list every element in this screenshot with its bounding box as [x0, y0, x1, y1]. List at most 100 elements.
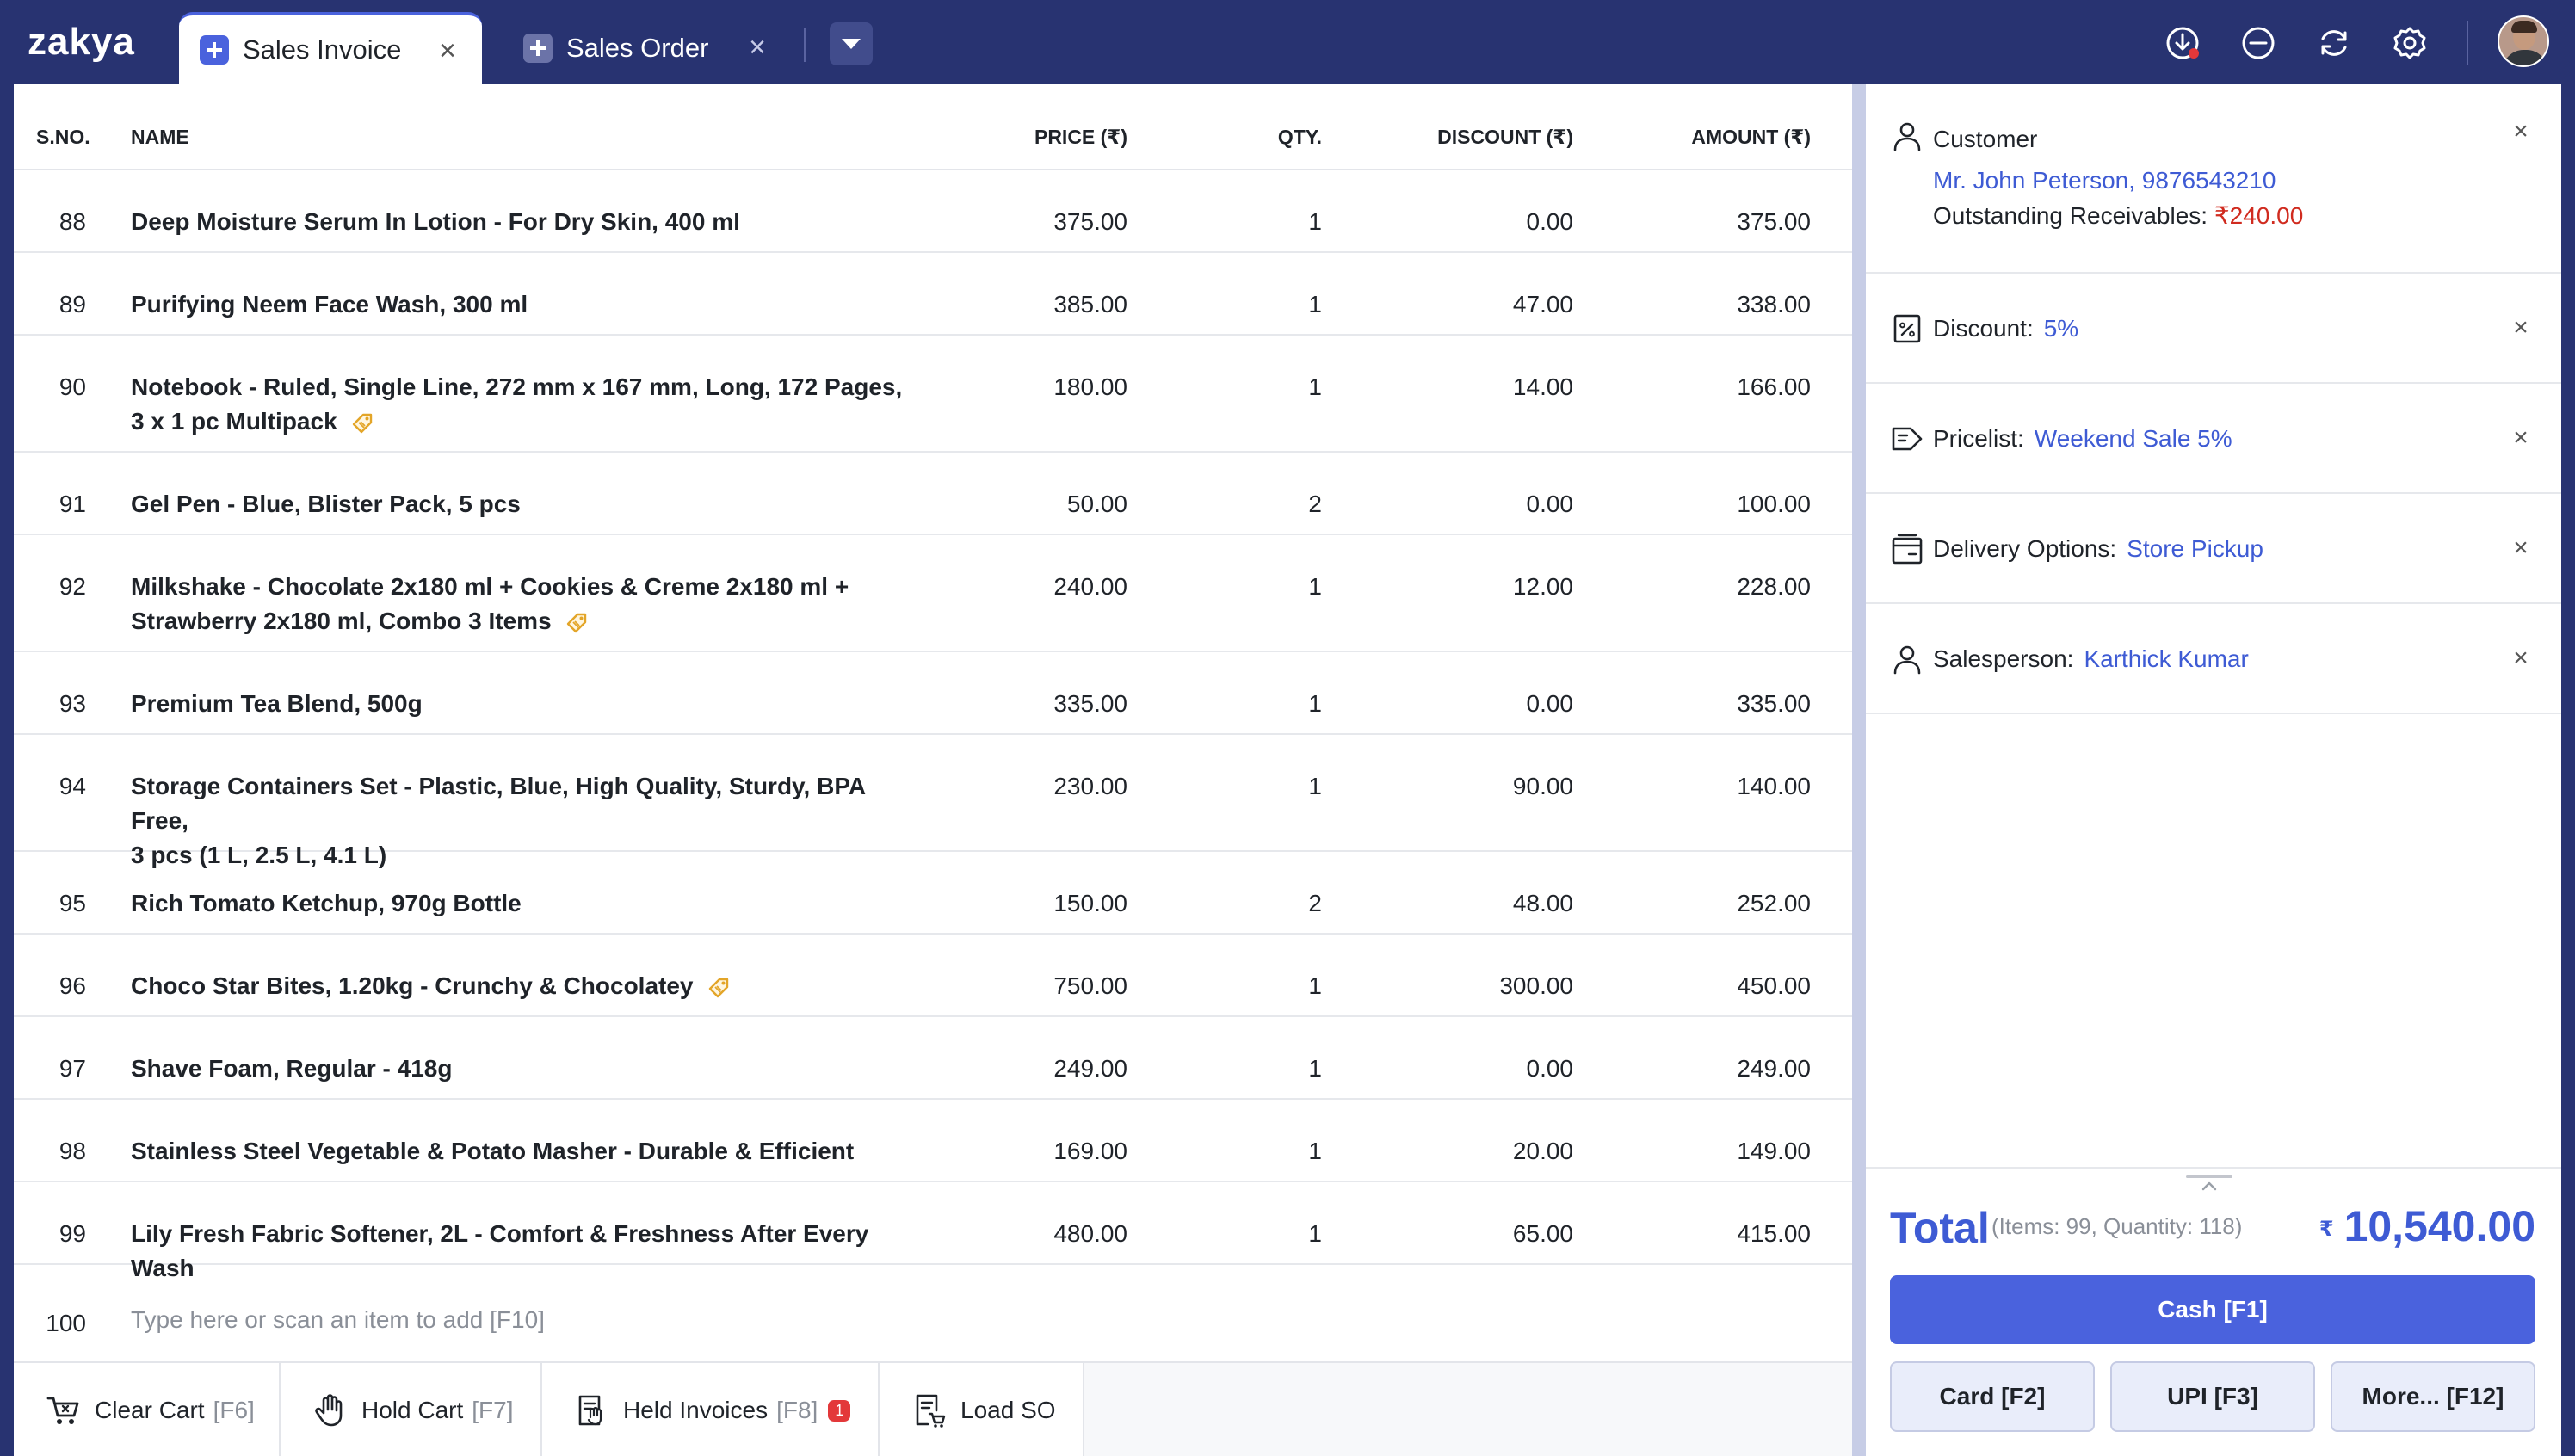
table-row[interactable]: 93 Premium Tea Blend, 500g 335.00 1 0.00…: [14, 652, 1852, 735]
table-row[interactable]: 97 Shave Foam, Regular - 418g 249.00 1 0…: [14, 1017, 1852, 1100]
row-sno: 94: [59, 773, 86, 799]
header-name: NAME: [131, 126, 189, 148]
delivery-section[interactable]: Delivery Options: Store Pickup ×: [1866, 494, 2561, 604]
card-payment-button[interactable]: Card [F2]: [1890, 1361, 2095, 1432]
outstanding-value: ₹240.00: [2214, 202, 2304, 229]
tab-divider: [804, 28, 806, 62]
row-qty[interactable]: 1: [1308, 291, 1322, 318]
close-icon[interactable]: ×: [749, 31, 766, 64]
table-row[interactable]: 88 Deep Moisture Serum In Lotion - For D…: [14, 170, 1852, 253]
table-row[interactable]: 91 Gel Pen - Blue, Blister Pack, 5 pcs 5…: [14, 453, 1852, 535]
upi-payment-button[interactable]: UPI [F3]: [2110, 1361, 2315, 1432]
row-sno: 98: [59, 1138, 86, 1164]
salesperson-section[interactable]: Salesperson: Karthick Kumar ×: [1866, 604, 2561, 714]
remove-delivery-button[interactable]: ×: [2513, 534, 2529, 562]
chevron-up-icon[interactable]: [2200, 1177, 2219, 1194]
more-payment-options-button[interactable]: More... [F12]: [2331, 1361, 2535, 1432]
settings-icon[interactable]: [2389, 22, 2430, 64]
delivery-value[interactable]: Store Pickup: [2127, 535, 2263, 562]
row-name: Purifying Neem Face Wash, 300 ml: [131, 291, 528, 318]
row-sno: 88: [59, 208, 86, 235]
remove-salesperson-button[interactable]: ×: [2513, 644, 2529, 672]
cash-payment-button[interactable]: Cash [F1]: [1890, 1275, 2535, 1344]
remove-pricelist-button[interactable]: ×: [2513, 423, 2529, 452]
row-name: Gel Pen - Blue, Blister Pack, 5 pcs: [131, 490, 521, 517]
row-qty[interactable]: 1: [1308, 1055, 1322, 1082]
row-amount: 335.00: [1737, 690, 1811, 717]
row-qty[interactable]: 1: [1308, 1220, 1322, 1247]
table-row[interactable]: 96 Choco Star Bites, 1.20kg - Crunchy & …: [14, 935, 1852, 1017]
sync-icon[interactable]: [2313, 22, 2355, 64]
row-price: 335.00: [1053, 690, 1127, 717]
discount-section[interactable]: Discount: 5% ×: [1866, 274, 2561, 384]
row-qty[interactable]: 1: [1308, 1138, 1322, 1164]
row-name-line2: 3 pcs (1 L, 2.5 L, 4.1 L): [131, 842, 387, 868]
row-discount[interactable]: 47.00: [1512, 291, 1573, 318]
offer-tag-icon[interactable]: [706, 975, 732, 1001]
plus-icon: [200, 35, 229, 65]
clear-cart-button[interactable]: Clear Cart [F6]: [14, 1363, 281, 1456]
salesperson-value[interactable]: Karthick Kumar: [2084, 645, 2249, 672]
customer-section[interactable]: Customer Mr. John Peterson, 9876543210 O…: [1866, 84, 2561, 274]
outstanding-label: Outstanding Receivables:: [1933, 202, 2208, 229]
download-icon[interactable]: [2162, 22, 2203, 64]
load-so-button[interactable]: Load SO: [880, 1363, 1084, 1456]
row-discount[interactable]: 65.00: [1512, 1220, 1573, 1247]
top-bar: zakya Sales Invoice × Sales Order ×: [0, 0, 2575, 84]
row-discount[interactable]: 12.00: [1512, 573, 1573, 600]
table-row[interactable]: 89 Purifying Neem Face Wash, 300 ml 385.…: [14, 253, 1852, 336]
row-price: 750.00: [1053, 972, 1127, 999]
row-qty[interactable]: 1: [1308, 773, 1322, 799]
app-logo[interactable]: zakya: [28, 21, 135, 63]
row-qty[interactable]: 2: [1308, 490, 1322, 517]
delivery-row: Delivery Options: Store Pickup: [1933, 535, 2263, 563]
table-row[interactable]: 99 Lily Fresh Fabric Softener, 2L - Comf…: [14, 1182, 1852, 1281]
row-amount: 166.00: [1737, 373, 1811, 400]
table-row[interactable]: 95 Rich Tomato Ketchup, 970g Bottle 150.…: [14, 852, 1852, 935]
row-name: Deep Moisture Serum In Lotion - For Dry …: [131, 208, 740, 235]
tab-sales-order[interactable]: Sales Order ×: [503, 12, 792, 84]
row-discount[interactable]: 0.00: [1526, 490, 1574, 517]
row-qty[interactable]: 1: [1308, 573, 1322, 600]
row-sno: 97: [59, 1055, 86, 1082]
discount-value[interactable]: 5%: [2043, 315, 2079, 342]
row-qty[interactable]: 1: [1308, 972, 1322, 999]
row-discount[interactable]: 20.00: [1512, 1138, 1573, 1164]
item-search-input[interactable]: [131, 1301, 1164, 1339]
row-discount[interactable]: 48.00: [1512, 890, 1573, 916]
hold-cart-button[interactable]: Hold Cart [F7]: [281, 1363, 542, 1456]
pricelist-value[interactable]: Weekend Sale 5%: [2034, 425, 2232, 452]
hold-cart-shortcut: [F7]: [472, 1397, 514, 1423]
row-discount[interactable]: 0.00: [1526, 1055, 1574, 1082]
customer-name-link[interactable]: Mr. John Peterson, 9876543210: [1933, 167, 2276, 194]
remove-discount-button[interactable]: ×: [2513, 313, 2529, 342]
minimize-icon[interactable]: [2238, 22, 2279, 64]
summary-drag-handle[interactable]: [2186, 1175, 2232, 1178]
offer-tag-icon[interactable]: [564, 610, 590, 636]
table-row[interactable]: 98 Stainless Steel Vegetable & Potato Ma…: [14, 1100, 1852, 1182]
table-row[interactable]: 94 Storage Containers Set - Plastic, Blu…: [14, 735, 1852, 868]
row-qty[interactable]: 1: [1308, 373, 1322, 400]
row-discount[interactable]: 300.00: [1499, 972, 1573, 999]
tabs-dropdown-button[interactable]: [830, 22, 873, 65]
row-discount[interactable]: 0.00: [1526, 208, 1574, 235]
remove-customer-button[interactable]: ×: [2513, 117, 2529, 145]
clear-cart-label: Clear Cart: [95, 1397, 205, 1423]
held-invoices-button[interactable]: Held Invoices [F8] 1: [542, 1363, 880, 1456]
close-icon[interactable]: ×: [439, 34, 456, 67]
row-name-text: Choco Star Bites, 1.20kg - Crunchy & Cho…: [131, 972, 694, 999]
row-qty[interactable]: 1: [1308, 208, 1322, 235]
pricelist-section[interactable]: Pricelist: Weekend Sale 5% ×: [1866, 384, 2561, 494]
user-avatar[interactable]: [2498, 15, 2549, 67]
row-amount: 149.00: [1737, 1138, 1811, 1164]
row-amount: 338.00: [1737, 291, 1811, 318]
row-qty[interactable]: 1: [1308, 690, 1322, 717]
row-qty[interactable]: 2: [1308, 890, 1322, 916]
row-discount[interactable]: 0.00: [1526, 690, 1574, 717]
row-discount[interactable]: 90.00: [1512, 773, 1573, 799]
row-discount[interactable]: 14.00: [1512, 373, 1573, 400]
table-row[interactable]: 92 Milkshake - Chocolate 2x180 ml + Cook…: [14, 535, 1852, 652]
offer-tag-icon[interactable]: [349, 410, 375, 436]
tab-sales-invoice[interactable]: Sales Invoice ×: [179, 12, 482, 84]
table-row[interactable]: 90 Notebook - Ruled, Single Line, 272 mm…: [14, 336, 1852, 453]
